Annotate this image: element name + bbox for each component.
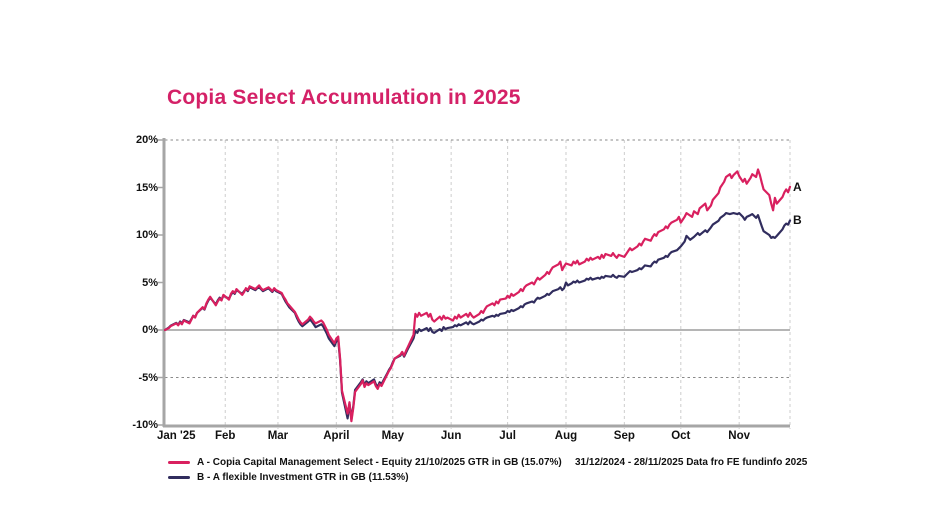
y-tick-label: 5% <box>142 276 158 289</box>
x-tick-label: Oct <box>671 430 691 442</box>
page-title: Copia Select Accumulation in 2025 <box>167 86 521 109</box>
x-tick-label: Jan '25 <box>157 430 196 442</box>
series-a-line <box>163 168 792 423</box>
y-tick-label: 15% <box>135 181 158 194</box>
y-tick-label: -5% <box>138 371 158 384</box>
legend-item-a: A - Copia Capital Management Select - Eq… <box>168 455 562 470</box>
x-tick-label: Sep <box>613 430 635 442</box>
x-tick-label: Aug <box>554 430 578 442</box>
y-tick-label: 0% <box>142 324 158 336</box>
series-b-label: B - A flexible Investment GTR in GB (11.… <box>197 472 409 483</box>
series-b-end-label: B <box>793 213 802 228</box>
x-tick-label: Feb <box>215 430 236 442</box>
x-tick-label: Jul <box>499 430 516 442</box>
x-tick-label: Nov <box>728 430 751 442</box>
series-a-line-swatch <box>168 461 190 464</box>
series-b-line-swatch <box>168 476 190 479</box>
date-range-source-text: 31/12/2024 - 28/11/2025 Data fro FE fund… <box>575 457 808 468</box>
y-tick-label: -10% <box>132 419 158 431</box>
y-tick-label: 10% <box>135 229 158 241</box>
x-tick-label: Jun <box>440 430 462 442</box>
y-tick-label: 20% <box>135 134 158 146</box>
legend-item-b: B - A flexible Investment GTR in GB (11.… <box>168 470 562 485</box>
series-a-label: A - Copia Capital Management Select - Eq… <box>197 457 562 468</box>
x-tick-label: Mar <box>267 430 289 442</box>
x-tick-label: April <box>323 430 350 442</box>
x-tick-label: May <box>381 430 404 442</box>
legend: A - Copia Capital Management Select - Eq… <box>168 455 562 485</box>
series-a-end-label: A <box>793 179 802 194</box>
